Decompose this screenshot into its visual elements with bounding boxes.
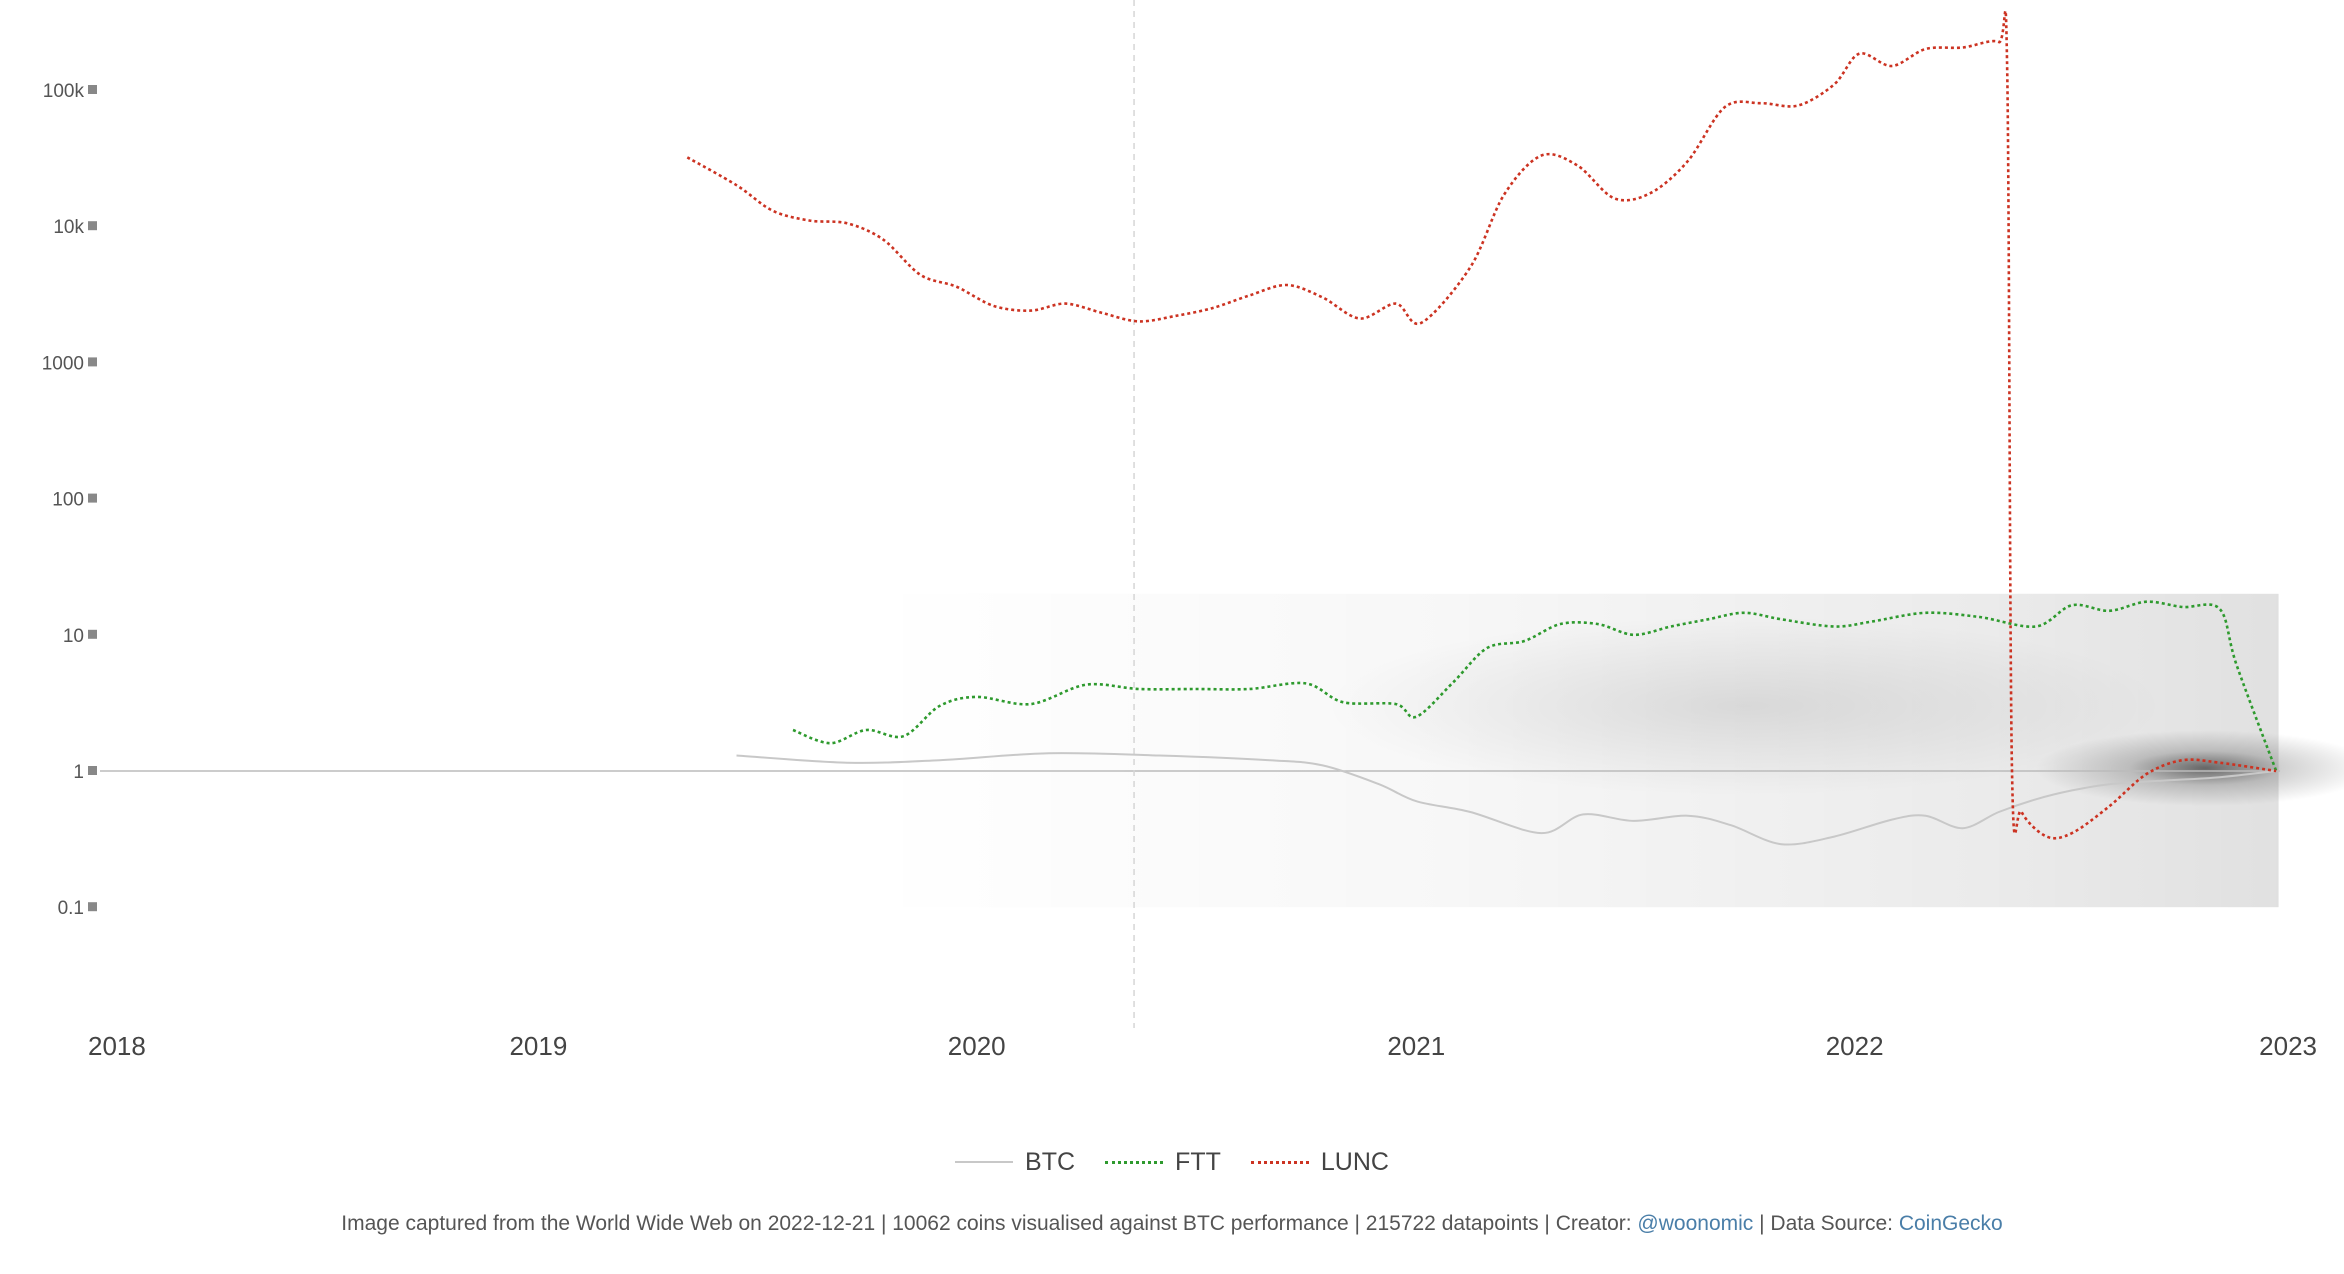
y-tick-label: 1000 — [42, 353, 84, 374]
x-tick-label: 2021 — [1387, 1031, 1445, 1061]
series-line-lunc — [686, 9, 2277, 840]
series-line-ftt — [792, 600, 2278, 772]
legend-label: BTC — [1025, 1147, 1076, 1176]
coin-cloud-background — [866, 593, 2344, 908]
y-tick-label: 100 — [52, 490, 84, 511]
y-tick-mark — [88, 357, 97, 367]
y-tick-label: 10k — [53, 217, 84, 238]
x-tick-label: 2023 — [2259, 1031, 2317, 1061]
y-axis: 100k 10k 1000 100 10 1 0.1 — [42, 81, 97, 919]
x-axis: 2018 2019 2020 2021 2022 2023 — [88, 1031, 2317, 1061]
legend-swatch — [1105, 1160, 1164, 1164]
legend-label: FTT — [1175, 1147, 1221, 1176]
legend-item-lunc[interactable]: LUNC — [1250, 1147, 1389, 1177]
y-tick-mark — [88, 766, 97, 775]
x-tick-label: 2018 — [88, 1031, 146, 1061]
data-source-link[interactable]: CoinGecko — [1898, 1212, 2003, 1235]
caption-separator: | Data Source: — [1753, 1212, 1899, 1235]
creator-link[interactable]: @woonomic — [1637, 1212, 1754, 1235]
y-tick-mark — [88, 629, 97, 639]
y-tick-label: 0.1 — [58, 898, 84, 919]
legend-swatch — [955, 1161, 1014, 1163]
cloud-haze — [1324, 616, 2165, 797]
legend-item-ftt[interactable]: FTT — [1105, 1148, 1221, 1177]
legend-swatch — [1250, 1160, 1309, 1164]
caption-text: Image captured from the World Wide Web o… — [341, 1212, 1638, 1235]
y-tick-mark — [88, 493, 97, 503]
cloud-dense — [2035, 730, 2344, 807]
y-tick-label: 1 — [73, 762, 84, 783]
x-tick-label: 2019 — [509, 1031, 567, 1061]
y-tick-mark — [88, 221, 97, 231]
y-tick-mark — [88, 85, 97, 94]
legend-item-btc[interactable]: BTC — [955, 1148, 1075, 1177]
y-tick-label: 100k — [43, 81, 85, 102]
y-tick-label: 10 — [63, 626, 84, 647]
legend-label: LUNC — [1320, 1147, 1389, 1176]
chart-svg: 100k 10k 1000 100 10 1 0.1 2018 2019 2020 2021 202… — [42, 0, 2344, 1061]
y-tick-mark — [88, 902, 97, 912]
caption: Image captured from the World Wide Web o… — [0, 1212, 2344, 1236]
series-line-btc — [736, 752, 2277, 846]
x-tick-label: 2022 — [1826, 1031, 1884, 1061]
legend: BTC FTT LUNC — [0, 1140, 2344, 1184]
x-tick-label: 2020 — [948, 1031, 1006, 1061]
